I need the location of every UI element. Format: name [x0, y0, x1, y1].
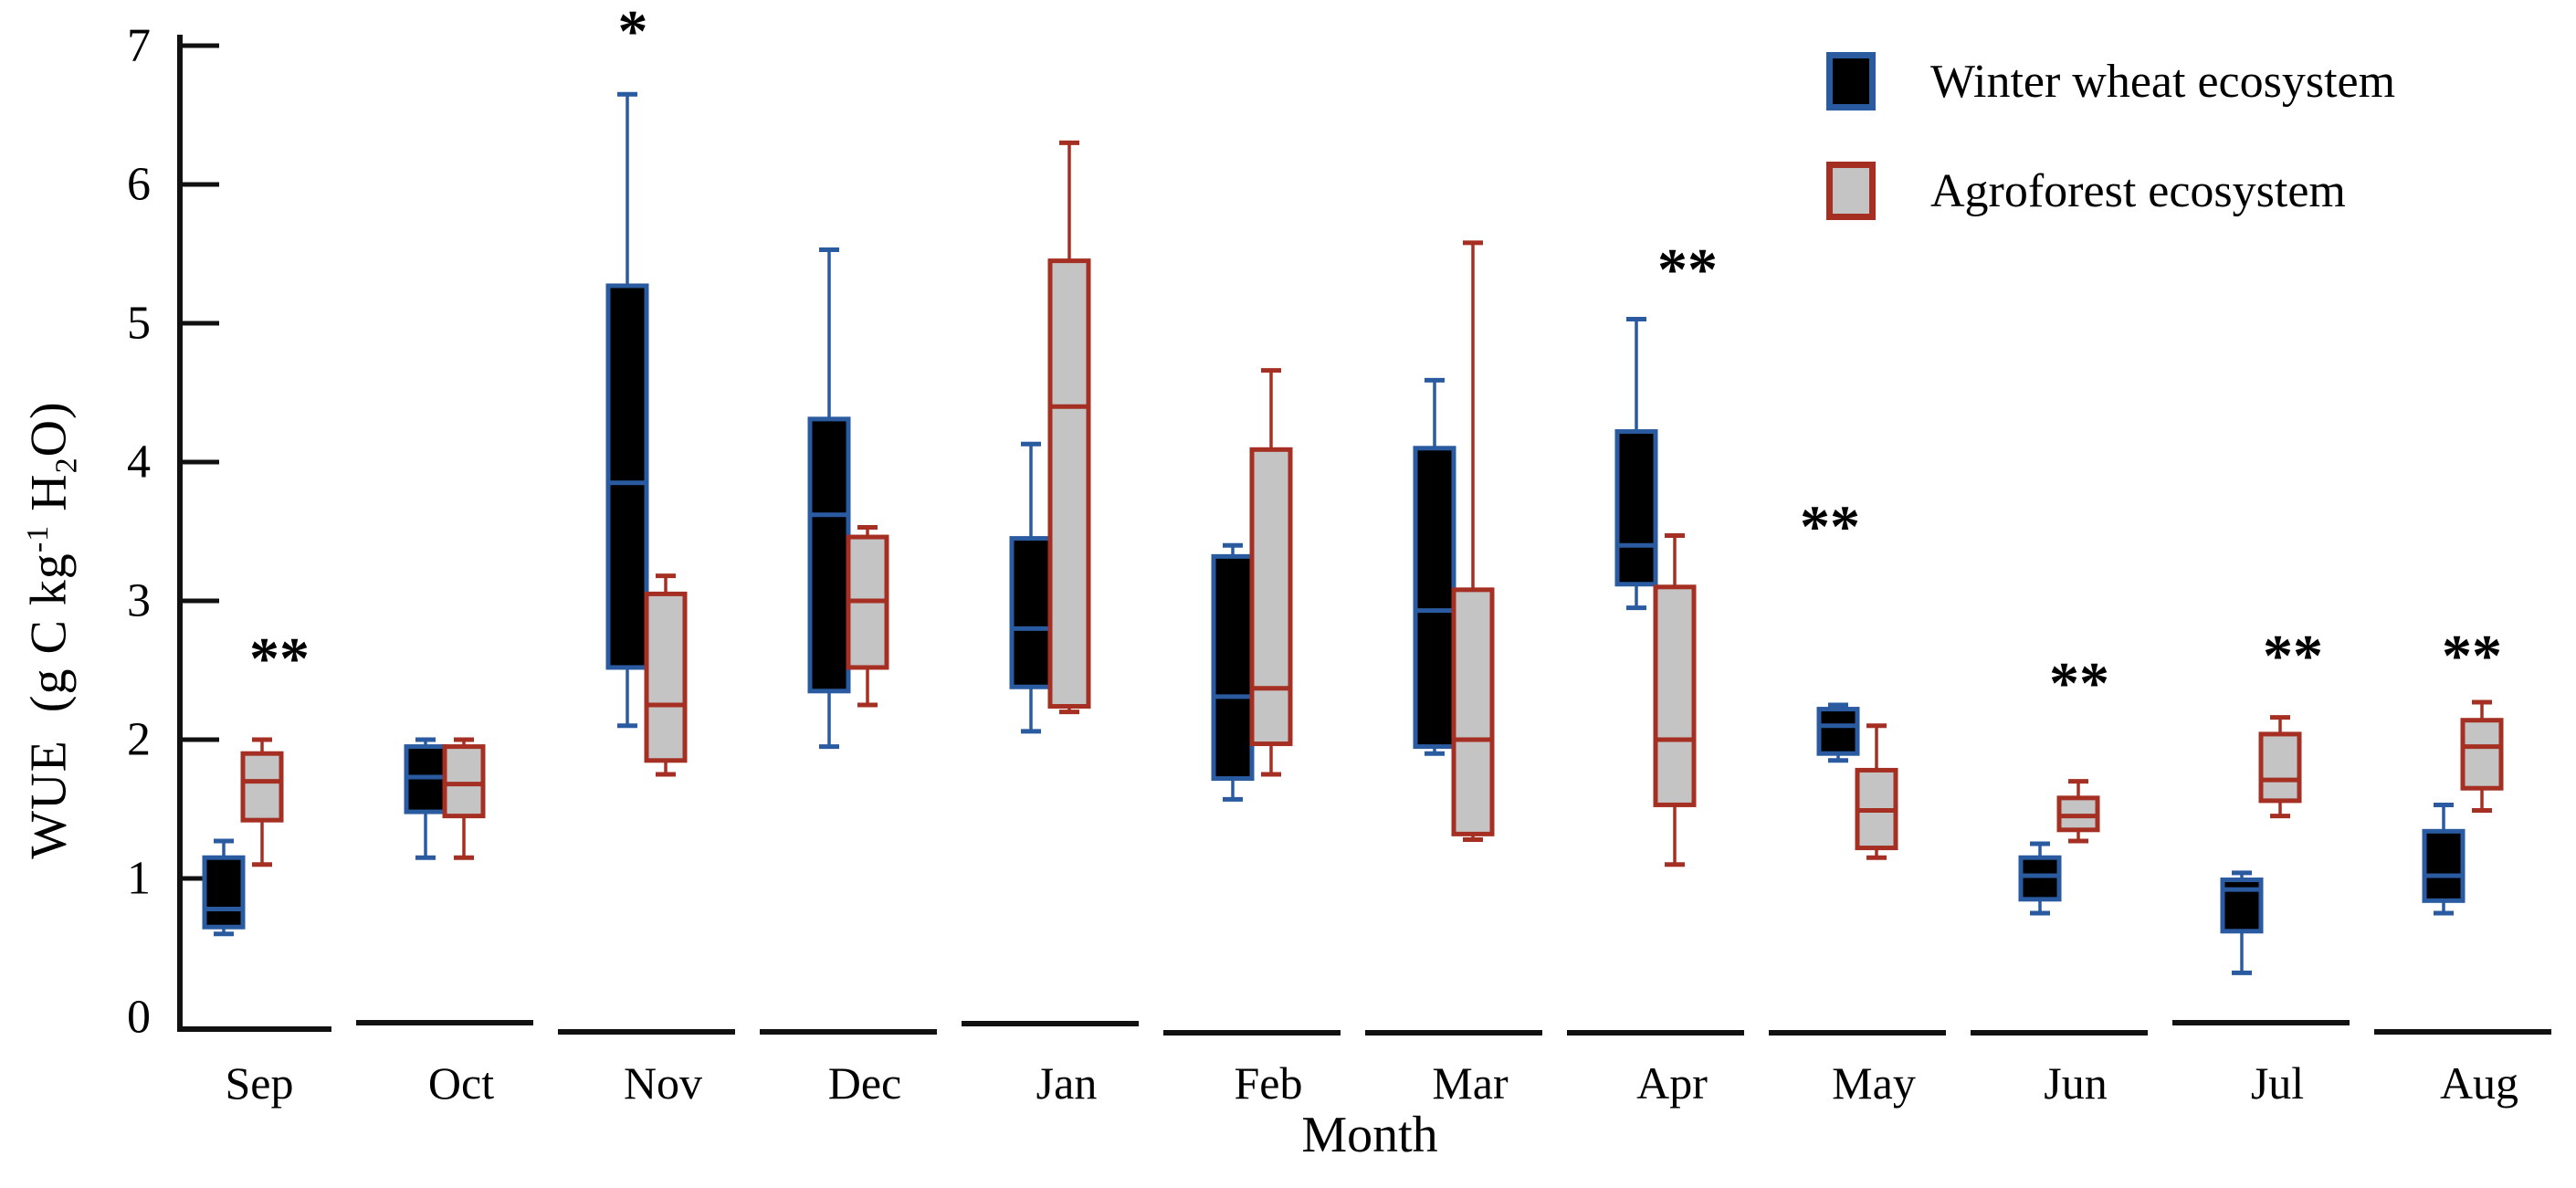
- x-tick-label: Jun: [2044, 1057, 2107, 1109]
- legend: Winter wheat ecosystem Agroforest ecosys…: [1826, 44, 2395, 263]
- y-tick-label: 7: [127, 20, 151, 72]
- boxplot-box: [1614, 429, 1658, 587]
- boxplot-box: [1249, 447, 1293, 747]
- boxplot-box: [1211, 553, 1255, 782]
- legend-label-winter-wheat: Winter wheat ecosystem: [1930, 55, 2396, 108]
- boxplot-box: [1653, 584, 1697, 807]
- boxplot-box: [1009, 536, 1053, 689]
- x-tick-label: Sep: [226, 1057, 294, 1109]
- significance-marker: **: [249, 626, 310, 692]
- x-axis-title: Month: [1301, 1107, 1438, 1163]
- boxplot-box: [442, 744, 486, 819]
- x-tick-label: Jul: [2251, 1057, 2304, 1109]
- y-tick-label: 3: [127, 575, 151, 627]
- y-tick-label: 0: [127, 992, 151, 1044]
- significance-marker: **: [1657, 237, 1718, 303]
- x-tick-label: Mar: [1432, 1057, 1509, 1109]
- boxplot-box: [807, 416, 851, 694]
- boxplot-box: [1816, 707, 1860, 756]
- y-axis-title-superscript: -1: [20, 524, 55, 553]
- boxplot-box: [202, 855, 246, 930]
- boxplot-box: [2460, 718, 2504, 791]
- y-tick-label: 4: [127, 436, 151, 489]
- y-tick-label: 2: [127, 714, 151, 766]
- boxplot-box: [240, 751, 284, 823]
- boxplot-box: [1413, 446, 1456, 750]
- significance-marker: *: [618, 0, 648, 65]
- legend-item-agroforest: Agroforest ecosystem: [1826, 153, 2395, 228]
- significance-marker: **: [2049, 650, 2109, 717]
- legend-item-winter-wheat: Winter wheat ecosystem: [1826, 44, 2395, 119]
- y-axis-title-subscript: 2: [49, 457, 84, 474]
- legend-label-agroforest: Agroforest ecosystem: [1930, 164, 2346, 217]
- x-tick-label: Jan: [1036, 1057, 1098, 1109]
- significance-marker: **: [1800, 493, 1860, 560]
- boxplot-box: [2018, 855, 2062, 902]
- y-tick-label: 6: [127, 159, 151, 211]
- x-tick-label: Dec: [828, 1057, 902, 1109]
- boxplot-box: [2422, 828, 2466, 903]
- boxplot-box: [1451, 587, 1495, 836]
- boxplot-box: [2258, 731, 2302, 804]
- significance-marker: **: [2442, 623, 2502, 689]
- winter-wheat-swatch-icon: [1826, 52, 1876, 110]
- y-axis-title-mid: H: [20, 473, 78, 525]
- boxplot-box: [1047, 258, 1091, 710]
- x-tick-label: Feb: [1235, 1057, 1303, 1109]
- y-axis-title: WUE (g C kg-1 H2O): [19, 401, 84, 858]
- y-axis-title-pre: WUE (g C kg: [20, 552, 78, 859]
- x-tick-label: Aug: [2440, 1057, 2518, 1109]
- agroforest-swatch-icon: [1826, 162, 1876, 220]
- boxplot-box: [605, 283, 649, 670]
- y-tick-label: 1: [127, 853, 151, 905]
- boxplot-box: [644, 591, 688, 763]
- y-axis-title-suf: O): [20, 401, 78, 457]
- x-tick-label: Oct: [428, 1057, 494, 1109]
- x-tick-label: May: [1832, 1057, 1916, 1109]
- y-tick-label: 5: [127, 298, 151, 350]
- x-tick-label: Apr: [1636, 1057, 1708, 1109]
- x-tick-label: Nov: [624, 1057, 702, 1109]
- significance-marker: **: [2263, 623, 2323, 689]
